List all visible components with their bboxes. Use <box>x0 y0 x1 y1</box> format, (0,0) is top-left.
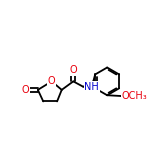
Text: OCH₃: OCH₃ <box>122 91 147 101</box>
Text: NH: NH <box>85 82 99 92</box>
Text: O: O <box>69 65 77 75</box>
Text: O: O <box>22 85 29 95</box>
Text: O: O <box>48 76 55 86</box>
